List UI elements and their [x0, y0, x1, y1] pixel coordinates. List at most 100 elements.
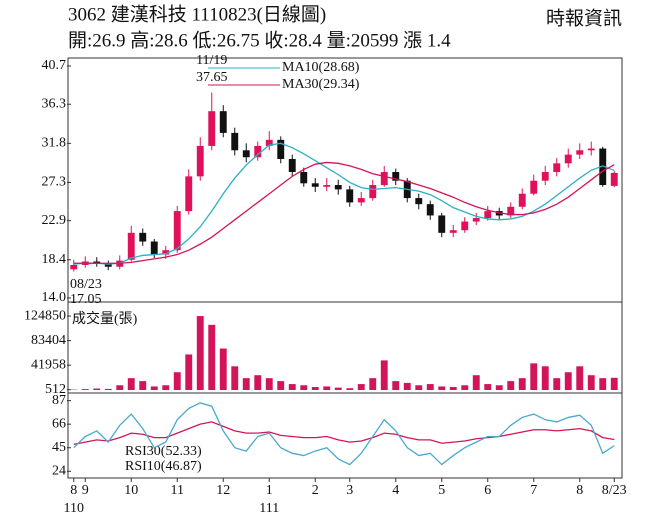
volume-bar [587, 375, 595, 390]
volume-bar [254, 375, 262, 390]
candle-body [127, 232, 135, 260]
legend-label: MA30(29.34) [282, 77, 360, 92]
volume-bar [392, 381, 400, 390]
candle-body [104, 263, 112, 267]
volume-bar [369, 378, 377, 390]
volume-bar [208, 324, 216, 390]
candle-body [507, 206, 515, 216]
volume-bar [461, 385, 469, 390]
candle-body [208, 111, 216, 146]
panel-title: 成交量(張) [72, 310, 138, 327]
candle-body [415, 198, 423, 205]
candle-body [369, 185, 377, 199]
x-tick-label: 4 [392, 483, 399, 498]
volume-bar [265, 378, 273, 390]
x-tick-label: 10 [124, 483, 138, 498]
volume-bar [150, 386, 158, 390]
y-tick-label: 22.9 [42, 213, 67, 228]
volume-bar [610, 377, 618, 390]
candle-body [380, 172, 388, 186]
x-tick-label: 3 [346, 483, 353, 498]
candle-body [576, 150, 584, 155]
volume-bar [472, 375, 480, 390]
volume-bar [495, 385, 503, 390]
line [73, 142, 615, 265]
y-tick-label: 87 [52, 393, 66, 408]
volume-bar [541, 366, 549, 390]
year-label: 111 [259, 501, 279, 516]
x-tick-label: 7 [530, 483, 537, 498]
quote-info: 開:26.9 高:28.6 低:26.75 收:28.4 量:20599 漲 1… [68, 29, 451, 51]
legend-label: RSI10(46.87) [125, 459, 202, 474]
volume-bar [93, 388, 101, 390]
x-tick-label: 12 [216, 483, 230, 498]
candle-body [438, 215, 446, 233]
candle-body [300, 172, 308, 184]
candle-body [518, 193, 526, 207]
candle-body [185, 176, 193, 212]
candle-body [162, 250, 170, 255]
line [73, 161, 615, 264]
x-tick-label: 8 [70, 483, 77, 498]
candle-body [323, 185, 331, 187]
price-panel [67, 57, 623, 303]
volume-bar [553, 378, 561, 390]
candle-body [449, 230, 457, 233]
candle-body [93, 261, 101, 264]
annotation-date: 11/19 [196, 53, 227, 68]
candle-body [242, 150, 250, 158]
legend-label: RSI30(52.33) [125, 444, 202, 459]
volume-bar [288, 384, 296, 390]
y-tick-label: 36.3 [42, 96, 67, 111]
candle-body [288, 158, 296, 173]
volume-bar [277, 381, 285, 390]
candle-body [599, 148, 607, 186]
volume-bar [438, 386, 446, 390]
volume-bar [81, 389, 89, 390]
x-tick-label: 11 [171, 483, 184, 498]
y-tick-label: 41958 [31, 357, 66, 372]
x-tick-label: 5 [438, 483, 445, 498]
y-tick-label: 66 [52, 416, 66, 431]
volume-bar [104, 388, 112, 390]
candle-body [231, 132, 239, 151]
candle-body [196, 145, 204, 177]
volume-panel [67, 301, 623, 394]
volume-bar [323, 386, 331, 390]
volume-bar [415, 385, 423, 390]
x-tick-label: 2 [312, 483, 319, 498]
y-tick-label: 31.8 [42, 136, 67, 151]
candle-body [173, 211, 181, 251]
candle-body [265, 139, 273, 146]
x-tick-label: 1 [266, 483, 273, 498]
y-tick-label: 24 [52, 463, 66, 478]
volume-bar [403, 382, 411, 390]
volume-bar [139, 381, 147, 390]
volume-bar [507, 381, 515, 390]
candle-body [461, 221, 469, 231]
volume-bar [576, 366, 584, 390]
volume-bar [334, 387, 342, 390]
source: 時報資訊 [546, 7, 622, 29]
annotation-price: 17.05 [70, 292, 102, 307]
candle-body [334, 185, 342, 190]
volume-bar [484, 384, 492, 390]
volume-bar [185, 354, 193, 390]
candle-body [139, 232, 147, 242]
volume-bar [196, 316, 204, 390]
y-tick-label: 40.7 [42, 58, 67, 73]
volume-bar [357, 384, 365, 390]
volume-bar [242, 378, 250, 390]
volume-bar [311, 387, 319, 390]
volume-bar [449, 387, 457, 390]
volume-bar [426, 384, 434, 390]
candle-body [346, 189, 354, 203]
volume-bar [564, 372, 572, 390]
x-tick-label: 6 [484, 483, 491, 498]
volume-bar [231, 366, 239, 390]
candle-body [254, 145, 262, 158]
chart-title: 3062 建漢科技 1110823(日線圖) [68, 3, 326, 25]
candle-body [426, 204, 434, 216]
candle-body [564, 154, 572, 164]
volume-bar [127, 378, 135, 390]
